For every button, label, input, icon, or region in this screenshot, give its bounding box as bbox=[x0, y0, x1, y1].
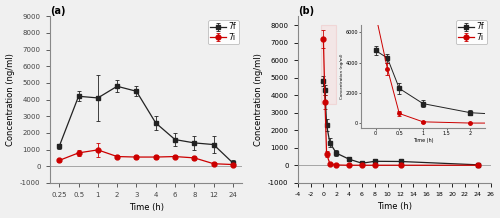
Legend: 7f, 7i: 7f, 7i bbox=[456, 20, 486, 44]
Text: (b): (b) bbox=[298, 5, 314, 15]
Text: (a): (a) bbox=[50, 5, 65, 15]
X-axis label: Time (h): Time (h) bbox=[128, 203, 164, 213]
Y-axis label: Concentration (ng/ml): Concentration (ng/ml) bbox=[6, 53, 15, 146]
Y-axis label: Concentration (ng/ml): Concentration (ng/ml) bbox=[254, 53, 262, 146]
Legend: 7f, 7i: 7f, 7i bbox=[208, 20, 238, 44]
Bar bbox=[322, 25, 336, 104]
X-axis label: Time (h): Time (h) bbox=[376, 203, 412, 211]
